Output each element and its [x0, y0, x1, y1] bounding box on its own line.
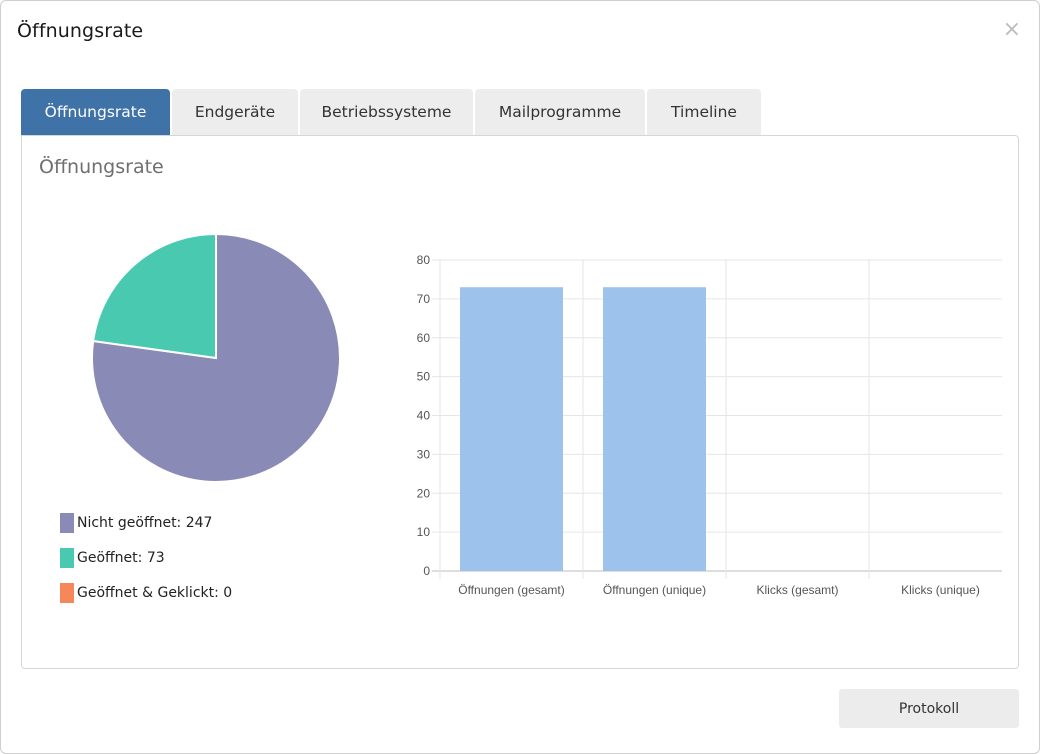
tab-oeffnungsrate[interactable]: Öffnungsrate — [21, 89, 170, 135]
bar-1 — [603, 287, 706, 571]
y-tick-label: 80 — [417, 253, 431, 267]
legend-item: Geöffnet: 73 — [60, 548, 232, 568]
close-icon[interactable]: × — [1002, 17, 1021, 42]
legend-label: Geöffnet & Geklickt: 0 — [77, 585, 233, 601]
legend-swatch — [60, 513, 74, 533]
pie-legend: Nicht geöffnet: 247 Geöffnet: 73 Geöffne… — [60, 513, 233, 619]
bar-chart: 0 10 20 30 40 50 60 70 80 Öffnungen (gesamt) Öffnu… — [417, 253, 1002, 597]
y-tick-label: 30 — [417, 447, 431, 461]
tab-panel: Öffnungsrate Nicht geöffnet: 247 Geöffne… — [21, 135, 1019, 669]
legend-swatch — [60, 548, 74, 568]
legend-label: Nicht geöffnet: 247 — [77, 515, 213, 531]
pie-chart — [91, 232, 341, 483]
tab-mailprogramme[interactable]: Mailprogramme — [475, 89, 645, 135]
tab-timeline[interactable]: Timeline — [647, 89, 761, 135]
bar-0 — [460, 287, 563, 571]
panel-title: Öffnungsrate — [39, 156, 164, 178]
tab-endgeraete[interactable]: Endgeräte — [172, 89, 298, 135]
legend-item: Nicht geöffnet: 247 — [60, 513, 232, 533]
legend-item: Geöffnet & Geklickt: 0 — [60, 583, 233, 603]
x-tick-label: Klicks (gesamt) — [756, 583, 838, 597]
x-tick-label: Klicks (unique) — [901, 583, 980, 597]
tab-betriebssysteme[interactable]: Betriebssysteme — [300, 89, 473, 135]
y-tick-label: 40 — [417, 409, 431, 423]
y-tick-label: 0 — [423, 564, 430, 578]
y-tick-label: 70 — [417, 292, 431, 306]
tab-bar: Öffnungsrate Endgeräte Betriebssysteme M… — [21, 89, 763, 135]
y-tick-label: 10 — [417, 525, 431, 539]
x-tick-label: Öffnungen (gesamt) — [458, 583, 565, 597]
modal-title: Öffnungsrate — [17, 20, 144, 42]
pie-slice-1 — [92, 232, 217, 360]
legend-label: Geöffnet: 73 — [77, 550, 165, 566]
y-tick-label: 60 — [417, 331, 431, 345]
x-tick-label: Öffnungen (unique) — [603, 583, 706, 597]
protokoll-button[interactable]: Protokoll — [839, 689, 1019, 728]
legend-swatch — [60, 583, 74, 603]
y-tick-label: 50 — [417, 370, 431, 384]
y-tick-label: 20 — [417, 486, 431, 500]
